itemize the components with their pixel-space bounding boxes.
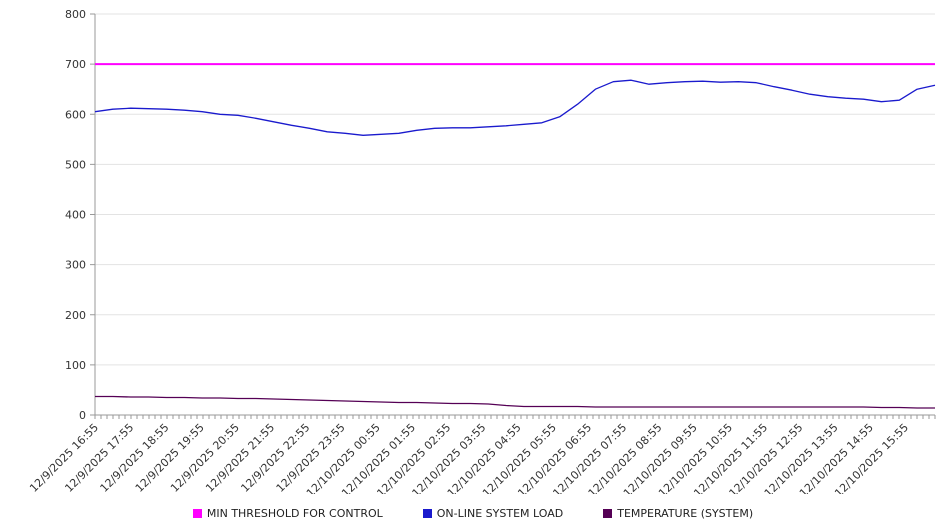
legend-item-threshold: MIN THRESHOLD FOR CONTROL — [192, 507, 383, 520]
legend-item-temperature: TEMPERATURE (SYSTEM) — [603, 507, 753, 520]
svg-text:800: 800 — [65, 8, 86, 21]
legend-swatch-system-load — [422, 509, 432, 518]
legend-swatch-threshold — [192, 509, 202, 518]
svg-text:400: 400 — [65, 209, 86, 222]
chart-legend: MIN THRESHOLD FOR CONTROL ON-LINE SYSTEM… — [0, 507, 946, 520]
svg-text:0: 0 — [79, 409, 86, 422]
svg-text:700: 700 — [65, 58, 86, 71]
legend-swatch-temperature — [603, 509, 613, 518]
legend-label-threshold: MIN THRESHOLD FOR CONTROL — [206, 507, 383, 520]
svg-text:500: 500 — [65, 158, 86, 171]
svg-text:200: 200 — [65, 309, 86, 322]
legend-label-temperature: TEMPERATURE (SYSTEM) — [617, 507, 754, 520]
svg-text:600: 600 — [65, 108, 86, 121]
svg-text:100: 100 — [65, 359, 86, 372]
legend-item-system-load: ON-LINE SYSTEM LOAD — [422, 507, 564, 520]
svg-text:300: 300 — [65, 259, 86, 272]
legend-label-system-load: ON-LINE SYSTEM LOAD — [436, 507, 564, 520]
